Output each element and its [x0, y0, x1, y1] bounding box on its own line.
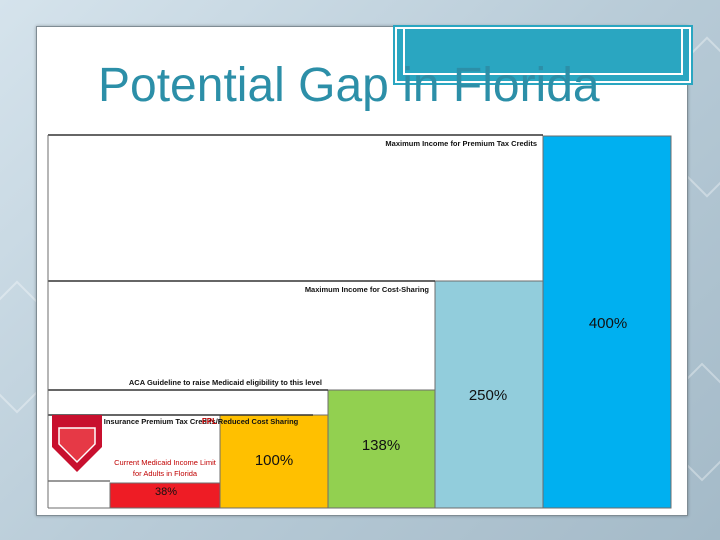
bar-value-label: 250% — [469, 387, 507, 404]
reference-line-label: Maximum Income for Premium Tax Credits — [385, 139, 537, 148]
fpl-label: FPL — [202, 417, 217, 426]
reference-line-label: Maximum Income for Cost-Sharing — [305, 285, 430, 294]
bar-value-label: 138% — [362, 437, 400, 454]
bar-value-label: 400% — [589, 315, 627, 332]
arrow-logo-icon — [52, 415, 102, 472]
bar-value-label: 38% — [155, 486, 177, 498]
bar-250% — [434, 280, 544, 509]
title-accent-tab — [395, 27, 691, 83]
bar-400% — [542, 135, 672, 509]
arrow-logo-inner — [58, 427, 96, 464]
reference-line-label: ACA Guideline to raise Medicaid eligibil… — [129, 378, 322, 387]
medicaid-limit-label: for Adults in Florida — [133, 469, 198, 478]
income-gap-chart: Maximum Income for Premium Tax Credits Ma… — [47, 134, 672, 509]
title-accent-tab-inner — [403, 29, 683, 75]
medicaid-limit-label: Current Medicaid Income Limit — [114, 458, 217, 467]
reference-line-label: Cut-off for Insurance Premium Tax Credit… — [65, 417, 299, 426]
slide-title: Potential Gap in Florida — [98, 59, 600, 112]
bar-value-label: 100% — [255, 452, 293, 469]
